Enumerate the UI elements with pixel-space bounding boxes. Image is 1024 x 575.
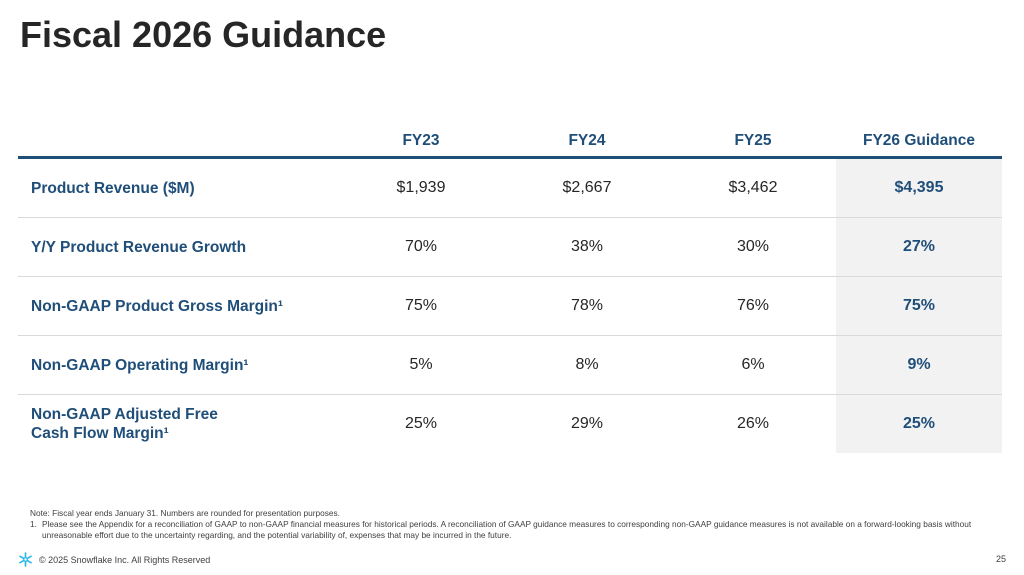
footnotes: Note: Fiscal year ends January 31. Numbe… bbox=[30, 508, 1010, 541]
row-label: Y/Y Product Revenue Growth bbox=[18, 217, 338, 277]
page-title: Fiscal 2026 Guidance bbox=[20, 14, 387, 55]
table-cell: 8% bbox=[504, 335, 670, 395]
table-row: Y/Y Product Revenue Growth 70% 38% 30% 2… bbox=[18, 217, 1002, 277]
row-label: Non-GAAP Adjusted Free Cash Flow Margin¹ bbox=[18, 395, 338, 454]
table-row: Non-GAAP Adjusted Free Cash Flow Margin¹… bbox=[18, 394, 1002, 454]
table-cell: $1,939 bbox=[338, 157, 504, 218]
table-cell: 29% bbox=[570, 415, 604, 432]
row-label-line: Cash Flow Margin¹ bbox=[31, 425, 169, 442]
table-cell: $2,667 bbox=[504, 157, 670, 218]
table-row: Product Revenue ($M) $1,939 $2,667 $3,46… bbox=[18, 157, 1002, 218]
table-row: Non-GAAP Product Gross Margin¹ 75% 78% 7… bbox=[18, 276, 1002, 336]
row-label: Non-GAAP Operating Margin¹ bbox=[18, 335, 338, 395]
table-cell: 26% bbox=[736, 415, 770, 432]
copyright-text: © 2025 Snowflake Inc. All Rights Reserve… bbox=[39, 554, 211, 565]
table-cell: 30% bbox=[670, 217, 836, 277]
header-empty bbox=[18, 126, 338, 158]
footnote-text: Please see the Appendix for a reconcilia… bbox=[42, 519, 972, 540]
table-cell: 76% bbox=[670, 276, 836, 336]
column-header: FY24 bbox=[568, 132, 606, 149]
guidance-table: FY23 FY24 FY25 FY26 Guidance Product Rev… bbox=[18, 126, 1002, 453]
table-cell: 70% bbox=[338, 217, 504, 277]
footnote-number: 1. bbox=[30, 519, 37, 529]
guidance-cell: $4,395 bbox=[836, 157, 1002, 218]
table-cell: 6% bbox=[670, 335, 836, 395]
snowflake-icon bbox=[19, 552, 32, 567]
table-cell: 5% bbox=[338, 335, 504, 395]
guidance-table-container: FY23 FY24 FY25 FY26 Guidance Product Rev… bbox=[18, 126, 1002, 453]
row-label: Product Revenue ($M) bbox=[18, 157, 338, 218]
table-cell: 38% bbox=[504, 217, 670, 277]
table-cell: 78% bbox=[504, 276, 670, 336]
table-cell: $3,462 bbox=[670, 157, 836, 218]
guidance-cell: 25% bbox=[836, 394, 1002, 453]
table-row: Non-GAAP Operating Margin¹ 5% 8% 6% 9% bbox=[18, 335, 1002, 395]
row-label-line: Non-GAAP Adjusted Free bbox=[31, 406, 218, 423]
fiscal-note: Note: Fiscal year ends January 31. Numbe… bbox=[30, 508, 340, 518]
page-number: 25 bbox=[995, 554, 1006, 564]
column-header-guidance: FY26 Guidance bbox=[863, 132, 975, 149]
guidance-cell: 27% bbox=[836, 217, 1002, 277]
column-header: FY25 bbox=[734, 132, 772, 149]
table-cell: 75% bbox=[338, 276, 504, 336]
footnote-1: 1. Please see the Appendix for a reconci… bbox=[30, 519, 1010, 541]
guidance-cell: 75% bbox=[836, 276, 1002, 336]
guidance-cell: 9% bbox=[836, 335, 1002, 395]
table-cell: 25% bbox=[404, 415, 438, 432]
footer: © 2025 Snowflake Inc. All Rights Reserve… bbox=[18, 552, 210, 567]
row-label: Non-GAAP Product Gross Margin¹ bbox=[18, 276, 338, 336]
column-header: FY23 bbox=[402, 132, 440, 149]
table-header-row: FY23 FY24 FY25 FY26 Guidance bbox=[18, 126, 1002, 158]
